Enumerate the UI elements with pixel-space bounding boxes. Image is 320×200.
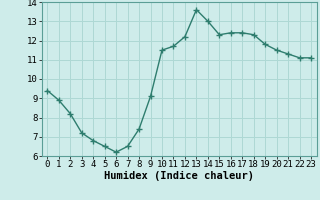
X-axis label: Humidex (Indice chaleur): Humidex (Indice chaleur)	[104, 171, 254, 181]
